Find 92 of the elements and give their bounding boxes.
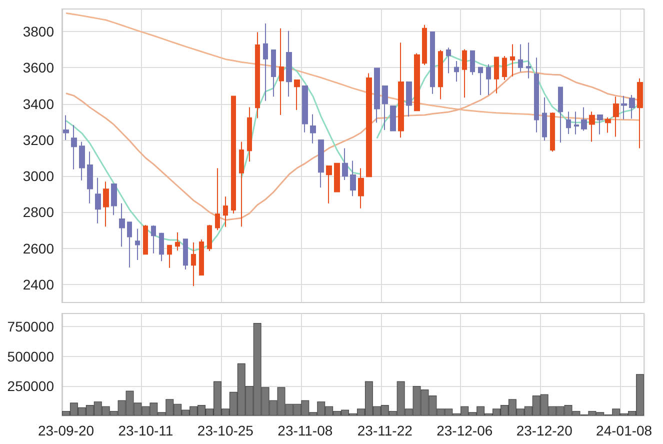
candlestick — [350, 160, 356, 197]
candlestick — [183, 238, 188, 270]
candlestick — [151, 224, 156, 254]
x-tick-label: 23-12-20 — [516, 422, 573, 439]
x-tick-label: 23-11-22 — [357, 422, 413, 439]
candlestick — [286, 30, 292, 98]
candlestick — [605, 116, 611, 134]
candlestick — [143, 224, 148, 255]
candlestick — [199, 238, 204, 276]
candlestick — [494, 56, 499, 94]
candlestick — [191, 242, 196, 287]
candlestick — [629, 94, 635, 120]
candlestick — [71, 124, 77, 170]
candlestick — [119, 202, 125, 248]
candlestick — [597, 114, 603, 135]
candlestick — [390, 105, 396, 132]
candlestick — [414, 52, 420, 112]
candlestick — [231, 96, 236, 214]
y-tick-label: 2600 — [22, 240, 54, 256]
x-tick-label: 24-01-08 — [596, 422, 652, 439]
candlestick — [446, 47, 451, 74]
candlestick — [103, 181, 109, 228]
x-tick-label: 23-10-25 — [197, 422, 254, 439]
candlestick — [334, 162, 340, 192]
candlestick — [95, 177, 101, 224]
candlestick — [135, 228, 140, 261]
candlestick — [79, 141, 85, 181]
candlestick — [358, 168, 364, 209]
y-tick-label: 3800 — [22, 24, 54, 40]
candlestick — [63, 114, 69, 140]
candlestick — [542, 96, 547, 142]
candlestick — [438, 50, 443, 100]
y-tick-label: 3600 — [22, 60, 54, 76]
candlestick — [294, 79, 300, 110]
y-tick-label: 2800 — [22, 204, 54, 220]
candlestick — [382, 85, 388, 131]
candlestick — [127, 222, 132, 268]
candlestick — [398, 42, 404, 138]
candlestick — [255, 32, 260, 119]
candlestick — [175, 232, 180, 252]
candlestick — [589, 111, 595, 142]
candlestick — [87, 151, 93, 204]
candlestick — [263, 22, 268, 102]
candlestick — [326, 165, 332, 204]
candlestick — [374, 68, 380, 124]
x-tick-label: 23-11-08 — [278, 422, 333, 439]
candlestick — [486, 64, 491, 96]
candlestick — [215, 168, 220, 231]
candlestick — [279, 28, 284, 116]
candlestick — [318, 139, 324, 188]
candlestick — [302, 85, 308, 133]
candlestick — [581, 106, 587, 132]
candlestick — [613, 96, 619, 138]
candlestick — [550, 112, 555, 152]
candlestick — [637, 78, 643, 149]
candlestick — [239, 141, 244, 228]
x-tick-label: 23-12-06 — [436, 422, 493, 439]
y-tick-label: 3200 — [22, 132, 54, 148]
candlestick — [470, 50, 475, 76]
candlestick — [422, 24, 427, 66]
candlestick — [462, 48, 467, 98]
y-tick-label: 3000 — [22, 168, 54, 184]
y-tick-label: 2400 — [22, 276, 54, 292]
candlestick — [207, 224, 212, 252]
candlestick — [223, 196, 228, 228]
candlestick — [310, 114, 316, 144]
candlestick — [502, 55, 507, 80]
candlestick — [406, 81, 412, 118]
y-tick-label: 3400 — [22, 96, 54, 112]
candlestick — [271, 50, 276, 98]
candlestick — [247, 106, 252, 162]
candlestick — [478, 66, 483, 96]
candlestick — [167, 244, 172, 268]
candlestick — [342, 148, 348, 181]
candlestick — [621, 95, 627, 120]
candlestick — [510, 44, 515, 78]
candlestick — [366, 72, 372, 178]
candlestick — [534, 57, 539, 133]
candlestick — [159, 232, 164, 262]
candlestick — [454, 60, 459, 82]
candlestick — [566, 111, 571, 134]
x-tick-label: 23-10-11 — [118, 422, 174, 439]
y-tick-label: 750000 — [7, 318, 54, 335]
y-tick-label: 250000 — [7, 378, 54, 394]
candlestick — [111, 184, 117, 216]
candlestick — [518, 44, 523, 72]
y-tick-label: 500000 — [7, 348, 54, 364]
x-tick-label: 23-09-20 — [38, 422, 94, 439]
candlestick — [430, 31, 435, 94]
candlestick — [574, 111, 579, 135]
candlestick — [526, 42, 531, 79]
candlestick — [558, 86, 563, 144]
